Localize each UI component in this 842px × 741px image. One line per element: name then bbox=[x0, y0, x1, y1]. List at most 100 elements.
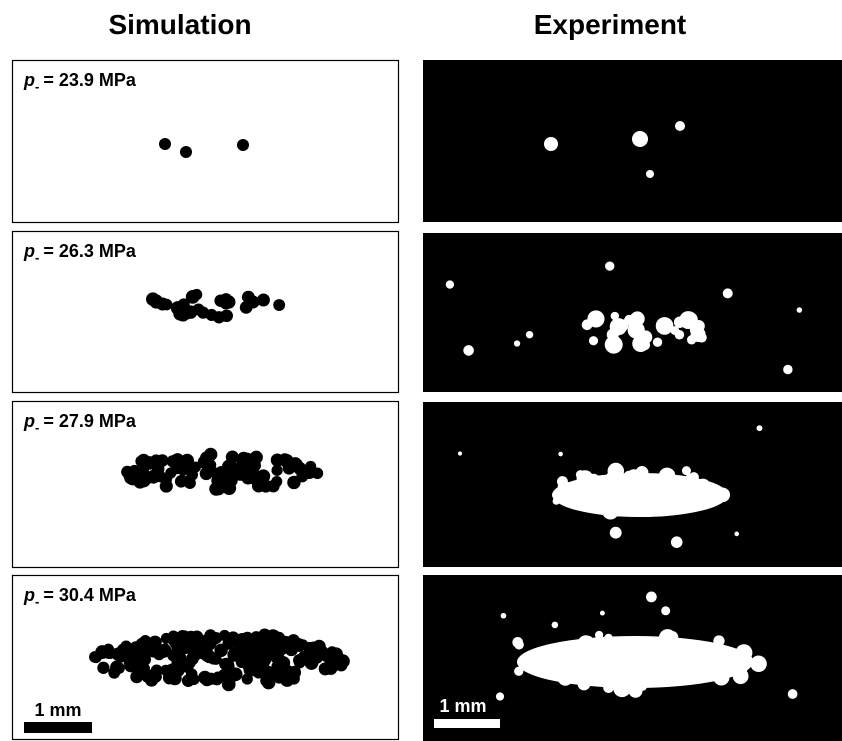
bubble bbox=[137, 454, 150, 467]
bubble bbox=[715, 488, 730, 503]
bubble bbox=[650, 659, 664, 673]
subscript: - bbox=[35, 594, 39, 609]
bubble bbox=[552, 622, 559, 629]
bubble bbox=[646, 592, 657, 603]
pressure-value: = 26.3 MPa bbox=[43, 241, 137, 261]
bubble bbox=[595, 631, 603, 639]
pressure-value: = 30.4 MPa bbox=[43, 585, 137, 605]
bubble bbox=[713, 635, 724, 646]
bubble bbox=[206, 309, 218, 321]
bubble bbox=[673, 654, 687, 668]
bubble bbox=[615, 487, 629, 501]
bubble bbox=[259, 480, 272, 493]
bubble bbox=[713, 669, 729, 685]
bubble bbox=[638, 661, 647, 670]
bubble bbox=[661, 468, 675, 482]
bubble bbox=[336, 654, 350, 668]
bubble bbox=[558, 671, 573, 686]
pressure-value: = 23.9 MPa bbox=[43, 70, 137, 90]
bubble bbox=[312, 467, 324, 479]
bubble bbox=[198, 455, 212, 469]
figure: Simulation Experiment p-= 23.9 MPap-= 26… bbox=[0, 0, 842, 741]
bubble bbox=[587, 310, 604, 327]
bubble bbox=[120, 640, 132, 652]
bubble bbox=[576, 470, 585, 479]
bubble bbox=[646, 644, 656, 654]
bubble bbox=[674, 316, 686, 328]
bubble bbox=[446, 280, 454, 288]
bubble bbox=[89, 651, 101, 663]
bubble bbox=[152, 463, 164, 475]
bubble bbox=[209, 482, 223, 496]
bubble bbox=[165, 467, 176, 478]
pressure-value: = 27.9 MPa bbox=[43, 411, 137, 431]
column-title: Experiment bbox=[534, 9, 687, 40]
bubble bbox=[180, 146, 192, 158]
bubble bbox=[97, 662, 109, 674]
bubble bbox=[294, 657, 306, 669]
bubble bbox=[144, 671, 157, 684]
bubble bbox=[514, 340, 520, 346]
bubble bbox=[682, 466, 691, 475]
bubble bbox=[756, 425, 762, 431]
bubble bbox=[605, 336, 623, 354]
bubble bbox=[496, 692, 504, 700]
bubble bbox=[723, 288, 733, 298]
bubble bbox=[602, 483, 612, 493]
bubble bbox=[632, 131, 648, 147]
bubble bbox=[458, 451, 462, 455]
symbol: p bbox=[23, 70, 35, 90]
bubble bbox=[270, 664, 282, 676]
bubble bbox=[733, 668, 749, 684]
bubble bbox=[685, 474, 694, 483]
bubble bbox=[269, 649, 282, 662]
bubble bbox=[156, 644, 170, 658]
bubble bbox=[219, 630, 230, 641]
scale-bar-label: 1 mm bbox=[439, 696, 486, 716]
bubble bbox=[288, 672, 300, 684]
bubble bbox=[603, 682, 614, 693]
bubble bbox=[558, 452, 563, 457]
bubble bbox=[201, 673, 214, 686]
bubble bbox=[661, 606, 670, 615]
bubble bbox=[682, 482, 697, 497]
bubble bbox=[613, 680, 630, 697]
bubble bbox=[572, 662, 588, 678]
panels: p-= 23.9 MPap-= 26.3 MPap-= 27.9 MPap-= … bbox=[13, 60, 842, 741]
bubble bbox=[273, 299, 285, 311]
bubble bbox=[553, 497, 560, 504]
bubble bbox=[671, 536, 683, 548]
bubble bbox=[687, 645, 699, 657]
bubble bbox=[653, 487, 662, 496]
bubble bbox=[638, 682, 647, 691]
bubble bbox=[788, 689, 798, 699]
bubble bbox=[133, 475, 146, 488]
bubble bbox=[319, 662, 332, 675]
bubble bbox=[568, 648, 578, 658]
bubble bbox=[627, 469, 641, 483]
bubble bbox=[544, 646, 558, 660]
bubble bbox=[237, 139, 249, 151]
column-title: Simulation bbox=[108, 9, 251, 40]
symbol: p bbox=[23, 241, 35, 261]
bubble bbox=[604, 634, 613, 643]
bubble bbox=[514, 667, 523, 676]
bubble bbox=[279, 453, 291, 465]
bubble bbox=[624, 315, 634, 325]
bubble bbox=[711, 651, 724, 664]
bubble bbox=[668, 639, 678, 649]
bubble bbox=[611, 312, 619, 320]
bubble bbox=[687, 335, 696, 344]
bubble bbox=[590, 646, 601, 657]
bubble bbox=[223, 662, 235, 674]
bubble bbox=[734, 532, 739, 537]
bubble bbox=[632, 335, 649, 352]
bubble bbox=[726, 661, 736, 671]
subscript: - bbox=[35, 250, 39, 265]
bubble bbox=[184, 305, 197, 318]
bubble bbox=[634, 317, 642, 325]
bubble bbox=[188, 674, 199, 685]
bubble bbox=[236, 656, 248, 668]
bubble bbox=[600, 611, 605, 616]
bubble bbox=[692, 659, 702, 669]
